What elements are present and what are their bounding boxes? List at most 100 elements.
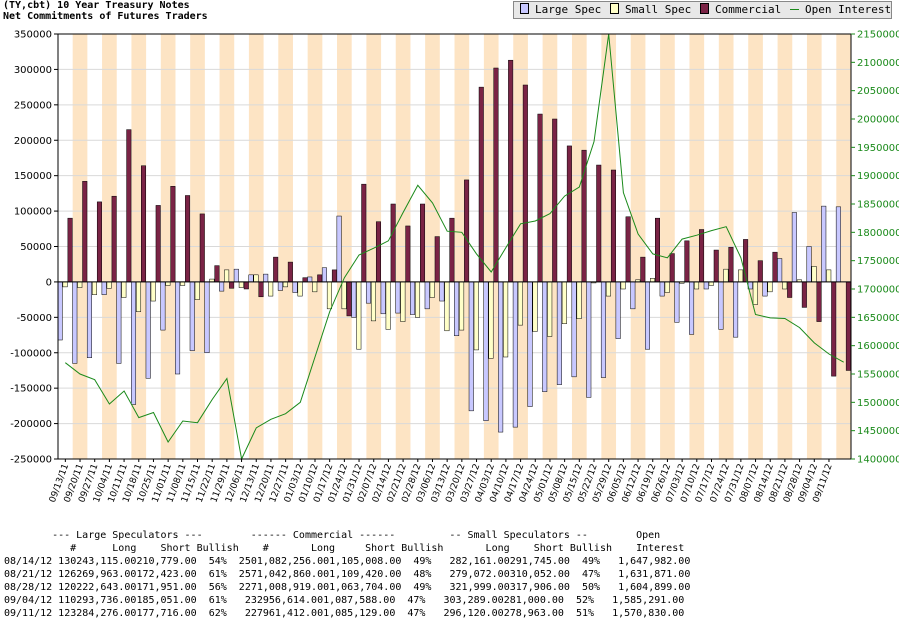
bar-small-spec (576, 281, 582, 319)
bar-commercial (566, 145, 572, 283)
left-axis-tick-label: -150000 (10, 384, 52, 395)
table-row: 08/14/12 130243,115.00210,779.00 54% 250… (4, 556, 691, 567)
bar-commercial (141, 165, 147, 283)
bar-small-spec (429, 281, 435, 298)
bar-small-spec (767, 281, 773, 293)
chart-title: (TY,cbt) 10 Year Treasury Notes (3, 0, 190, 11)
right-axis-tick-label: 1450000 (857, 426, 899, 437)
bar-small-spec (297, 281, 303, 297)
legend-item-commercial: Commercial (700, 3, 781, 16)
bar-commercial (317, 274, 323, 283)
right-axis-tick-label: 1400000 (857, 455, 899, 466)
bar-large-spec (703, 281, 709, 290)
legend-item-open-interest: Open Interest (790, 3, 891, 16)
right-axis-tick-label: 1550000 (857, 370, 899, 381)
bar-commercial (508, 59, 514, 283)
bar-commercial (581, 149, 587, 283)
bar-small-spec (91, 281, 97, 295)
left-axis-tick-label: -100000 (10, 348, 52, 359)
legend-label-open-interest: Open Interest (805, 3, 892, 16)
bar-large-spec (131, 281, 137, 405)
bar-large-spec (307, 276, 313, 283)
bar-large-spec (86, 281, 92, 358)
bar-commercial (787, 281, 793, 298)
left-axis-tick-label: 150000 (14, 171, 52, 182)
bar-commercial (801, 281, 807, 308)
bar-commercial (757, 260, 763, 283)
bar-small-spec (752, 281, 758, 305)
bar-small-spec (473, 281, 479, 351)
bar-commercial (728, 246, 734, 283)
bar-small-spec (517, 281, 523, 326)
bar-large-spec (630, 281, 636, 310)
bar-commercial (375, 221, 381, 283)
bar-commercial (713, 249, 719, 283)
bar-small-spec (503, 281, 509, 358)
bar-small-spec (620, 281, 626, 290)
bar-commercial (420, 203, 426, 283)
bar-commercial (449, 217, 455, 283)
bar-small-spec (547, 281, 553, 337)
table-row: 08/21/12 126269,963.00172,423.00 61% 257… (4, 569, 691, 580)
bar-commercial (596, 164, 602, 283)
bar-large-spec (659, 281, 665, 297)
legend-swatch-open-interest (790, 9, 799, 10)
bar-commercial (816, 281, 822, 322)
table-group-header: --- Large Speculators --- ------ Commerc… (28, 530, 661, 541)
right-axis-tick-label: 2150000 (857, 30, 899, 41)
legend-label-large-spec: Large Spec (535, 3, 602, 16)
right-axis-tick-label: 2050000 (857, 86, 899, 97)
right-axis-tick-label: 1700000 (857, 285, 899, 296)
bar-large-spec (57, 281, 63, 341)
bar-large-spec (116, 281, 122, 364)
bar-small-spec (180, 281, 186, 286)
bar-commercial (111, 195, 117, 283)
bar-commercial (610, 169, 616, 283)
bar-commercial (214, 265, 220, 283)
bar-large-spec (365, 281, 371, 304)
bar-commercial (302, 277, 308, 283)
bar-small-spec (694, 281, 700, 290)
bar-large-spec (219, 281, 225, 292)
bar-commercial (390, 203, 396, 283)
bar-commercial (126, 129, 132, 283)
bar-large-spec (233, 268, 239, 283)
bar-large-spec (645, 281, 650, 350)
bar-large-spec (277, 281, 283, 291)
bar-small-spec (532, 281, 538, 332)
bar-large-spec (410, 281, 416, 315)
left-axis-tick-label: 300000 (14, 65, 52, 76)
bar-commercial (170, 186, 176, 283)
bar-small-spec (150, 281, 156, 302)
bar-large-spec (571, 281, 577, 378)
bar-small-spec (282, 281, 288, 288)
bar-commercial (655, 217, 660, 283)
bar-small-spec (194, 281, 200, 300)
bar-large-spec (689, 281, 695, 335)
legend-swatch-large-spec (520, 3, 529, 14)
right-axis-tick-label: 1750000 (857, 256, 899, 267)
bar-small-spec (341, 281, 347, 310)
bar-commercial (331, 269, 337, 283)
bar-large-spec (454, 281, 460, 336)
bar-large-spec (204, 281, 210, 353)
bar-large-spec (586, 281, 592, 398)
bar-large-spec (439, 281, 445, 302)
bar-small-spec (238, 281, 244, 288)
bar-large-spec (145, 281, 151, 379)
left-axis-tick-label: -50000 (17, 313, 52, 324)
bar-commercial (464, 179, 470, 283)
bar-commercial (522, 84, 528, 283)
bar-small-spec (62, 281, 68, 288)
chart-subtitle: Net Commitments of Futures Traders (3, 11, 208, 22)
bar-commercial (434, 236, 440, 283)
bar-commercial (155, 205, 161, 283)
bar-large-spec (777, 258, 783, 283)
left-axis-tick-label: -250000 (10, 455, 52, 466)
bar-small-spec (561, 281, 567, 324)
bar-small-spec (136, 281, 142, 312)
bar-small-spec (664, 281, 670, 293)
bar-commercial (82, 181, 88, 283)
right-axis-tick-label: 1900000 (857, 171, 899, 182)
bar-commercial (287, 261, 293, 283)
